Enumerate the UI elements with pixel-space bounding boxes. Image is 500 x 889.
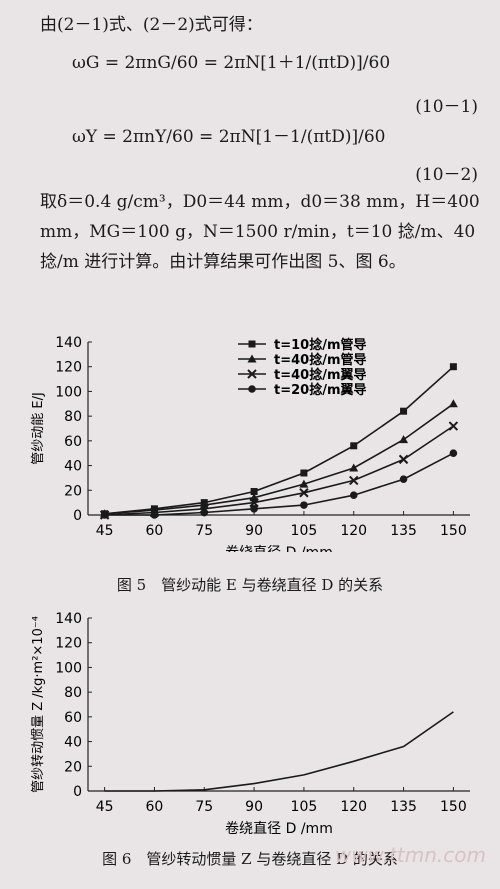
x-tick-label: 90 [245,523,263,539]
y-tick-label: 120 [55,636,82,652]
equation-2: ωY = 2πnY/60 = 2πN[1－1/(πtD)]/60 [72,127,386,147]
y-tick-label: 0 [73,508,82,524]
y-tick-label: 40 [64,459,82,475]
data-point-square [400,407,408,415]
legend-entry: t=40捻/m翼导 [274,367,367,383]
series-line-1 [104,366,454,515]
x-tick-label: 45 [96,799,114,815]
data-point-square [350,442,358,450]
data-point-cross-stroke [299,488,309,498]
data-point-triangle [399,435,409,444]
data-point-cross [349,475,359,486]
legend-entry: t=10捻/m管导 [274,337,367,353]
data-point-square [449,363,457,371]
data-point-square [250,488,258,496]
legend-marker-triangle [247,354,257,363]
data-point-cross [249,497,259,508]
x-tick-label: 105 [291,523,318,539]
figure-5-chart: 0 20 40 60 80 100 120 140 45 60 75 90 105 120 135 150 卷绕… [31,335,470,552]
legend-marker-circle [248,385,256,393]
data-point-circle [399,475,408,483]
data-point-circle [349,491,358,500]
data-point-circle [200,508,209,517]
x-tick-label: 75 [195,523,213,539]
figure-6-caption: 图 6 管纱转动惯量 Z 与卷绕直径 D 的关系 [102,850,398,868]
parameter-paragraph: 取δ＝0.4 g/cm³，D0＝44 mm，d0＝38 mm，H＝400 mm，… [40,192,480,272]
data-point-cross-stroke [349,475,359,486]
y-tick-label: 120 [55,360,82,376]
y-tick-label: 100 [55,384,82,400]
x-tick-label: 105 [291,799,318,815]
x-tick-label: 60 [146,799,164,815]
data-point-cross [398,454,409,465]
legend-marker-cross-stroke [247,369,257,379]
series-line-4 [104,452,454,516]
series-line-3 [104,425,454,516]
x-axis-label: 卷绕直径 D /mm [225,544,333,552]
legend-entry: t=20捻/m翼导 [274,382,367,398]
x-tick-label: 120 [340,523,367,539]
y-tick-label: 20 [64,759,82,775]
series-line-2 [104,403,454,515]
x-tick-label: 90 [245,799,263,815]
y-tick-label: 80 [64,685,82,701]
data-point-triangle [299,479,309,488]
y-tick-label: 0 [73,784,82,800]
series-line-1 [104,711,454,792]
data-point-square [300,469,308,477]
x-axis-label: 卷绕直径 D /mm [225,820,333,837]
data-point-cross-stroke [448,421,459,431]
x-tick-label: 60 [146,523,164,539]
equation-1: ωG = 2πnG/60 = 2πN[1＋1/(πtD)]/60 [72,53,391,73]
y-tick-label: 20 [64,483,82,499]
y-tick-label: 60 [64,710,82,726]
data-point-triangle [349,463,359,472]
figure-6-chart: 0 20 40 60 80 100 120 140 45 60 75 90 105 120 135 150 卷绕… [30,611,470,837]
figure-5-caption: 图 5 管纱动能 E 与卷绕直径 D 的关系 [116,576,384,594]
legend-entry: t=40捻/m管导 [274,352,367,368]
y-axis-label: 管纱动能 E/J [31,392,46,465]
x-tick-label: 120 [340,799,367,815]
intro-text: 由(2－1)式、(2－2)式可得： [40,15,263,35]
data-point-circle [250,505,258,513]
data-point-circle [449,449,458,458]
y-tick-label: 140 [55,611,82,627]
y-tick-label: 80 [64,409,82,425]
data-point-circle [300,501,308,509]
x-tick-label: 135 [390,523,417,539]
legend-marker-square [248,340,256,348]
data-point-cross [448,421,459,431]
y-tick-label: 40 [64,735,82,751]
data-point-cross [299,488,309,498]
equation-2-number: (10－2) [415,165,478,185]
equation-1-number: (10－1) [415,97,478,117]
data-point-circle [150,511,159,519]
data-point-triangle [448,399,458,408]
x-tick-label: 135 [390,799,417,815]
data-point-circle [100,511,109,519]
x-tick-label: 150 [440,523,467,539]
x-tick-label: 75 [195,799,213,815]
y-tick-label: 100 [55,660,82,676]
data-point-cross-stroke [249,497,259,508]
y-axis-label: 管纱转动惯量 Z /kg·m²×10⁻⁴ [30,616,46,793]
x-tick-label: 45 [96,523,114,539]
legend-marker-cross [247,369,257,379]
y-tick-label: 140 [55,335,82,351]
x-tick-label: 150 [440,799,467,815]
data-point-cross-stroke [398,454,409,465]
y-tick-label: 60 [64,434,82,450]
watermark-text: www.ttmn.com [334,843,486,867]
